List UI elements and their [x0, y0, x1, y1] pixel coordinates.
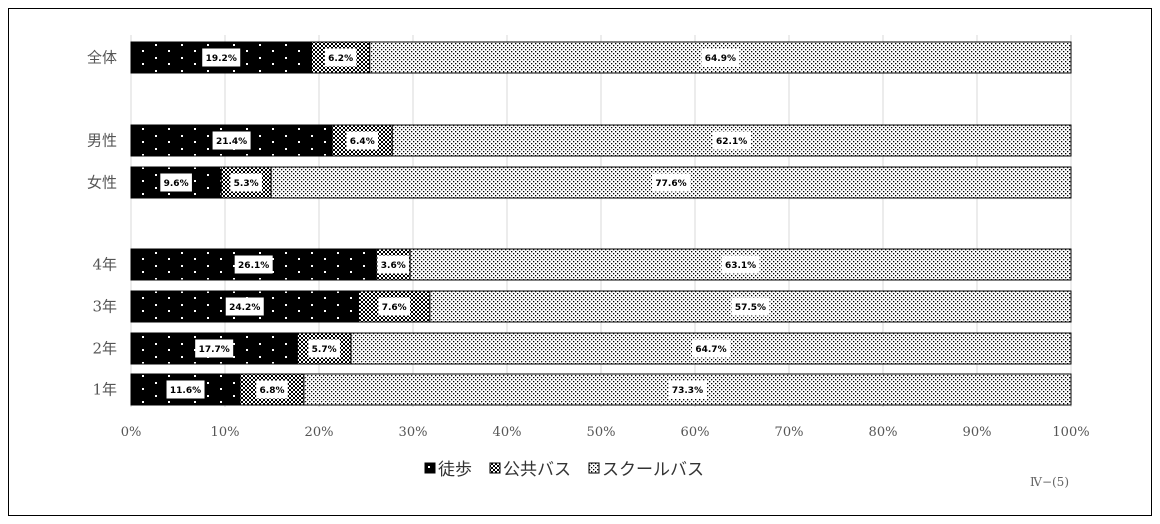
data-label-box — [234, 255, 273, 274]
x-tick-label: 40% — [493, 425, 522, 440]
x-axis-ticks: 0% 10% 20% 30% 40% 50% 60% 70% 80% 90% 100% — [121, 425, 1090, 440]
data-label-box — [160, 173, 192, 192]
data-label-text: 5.3% — [234, 179, 259, 189]
data-label: 5.7% — [308, 339, 340, 358]
data-label: 57.5% — [731, 297, 770, 316]
data-label-box — [712, 131, 751, 150]
data-label-box — [691, 339, 730, 358]
data-labels: 19.2% 6.2% 64.9% 21.4% 6.4% 62.1% 9.6% 5.3% 77.6… — [160, 48, 770, 399]
data-label-box — [346, 131, 379, 150]
legend-swatch — [588, 462, 600, 474]
data-label-text: 24.2% — [229, 303, 260, 313]
x-tick-label: 50% — [587, 425, 616, 440]
figure-id: Ⅳ−(5) — [1030, 475, 1069, 489]
data-label-text: 6.2% — [328, 54, 353, 64]
chart-frame: 19.2% 6.2% 64.9% 21.4% 6.4% 62.1% 9.6% 5.3% 77.6… — [8, 8, 1152, 516]
legend-swatch — [489, 462, 501, 474]
data-label: 19.2% — [202, 48, 241, 67]
category-label: 全体 — [87, 49, 117, 67]
data-label: 73.3% — [668, 380, 707, 399]
category-label: 3年 — [92, 298, 117, 316]
data-label-text: 5.7% — [312, 345, 337, 355]
data-label: 62.1% — [712, 131, 751, 150]
data-label-text: 6.4% — [350, 137, 375, 147]
data-label-box — [308, 339, 340, 358]
data-label-text: 64.9% — [705, 54, 736, 64]
data-label-box — [166, 380, 205, 399]
data-label-box — [377, 255, 410, 274]
data-label-box — [212, 131, 251, 150]
data-label: 17.7% — [195, 339, 234, 358]
x-tick-label: 30% — [399, 425, 428, 440]
data-label: 7.6% — [378, 297, 410, 316]
data-label-box — [668, 380, 707, 399]
data-label: 21.4% — [212, 131, 251, 150]
data-label: 64.7% — [691, 339, 730, 358]
data-label: 3.6% — [377, 255, 410, 274]
data-label: 6.8% — [256, 380, 288, 399]
x-tick-label: 80% — [869, 425, 898, 440]
data-label-box — [256, 380, 288, 399]
data-label-text: 11.6% — [170, 386, 201, 396]
data-label-text: 63.1% — [725, 261, 756, 271]
stacked-bar-chart: 19.2% 6.2% 64.9% 21.4% 6.4% 62.1% 9.6% 5.3% 77.6… — [87, 35, 1090, 489]
x-tick-label: 70% — [775, 425, 804, 440]
data-label-text: 6.8% — [260, 386, 285, 396]
data-label-text: 77.6% — [655, 179, 686, 189]
data-label-text: 62.1% — [716, 137, 747, 147]
data-label: 9.6% — [160, 173, 192, 192]
data-label: 26.1% — [234, 255, 273, 274]
data-label-text: 73.3% — [672, 386, 703, 396]
category-label: 2年 — [92, 340, 117, 358]
data-label: 11.6% — [166, 380, 205, 399]
data-label-text: 9.6% — [164, 179, 189, 189]
data-label-box — [230, 173, 262, 192]
data-label-text: 17.7% — [199, 345, 230, 355]
category-label: 男性 — [87, 132, 117, 150]
bar-segment-1 — [130, 166, 222, 199]
data-label: 5.3% — [230, 173, 262, 192]
data-label-text: 19.2% — [206, 54, 237, 64]
data-label: 64.9% — [701, 48, 740, 67]
data-label: 24.2% — [225, 297, 264, 316]
x-tick-label: 100% — [1052, 425, 1089, 440]
data-label: 63.1% — [721, 255, 760, 274]
x-tick-label: 90% — [963, 425, 992, 440]
legend-label: スクールバス — [602, 460, 704, 480]
data-label-box — [225, 297, 264, 316]
data-label-box — [202, 48, 241, 67]
data-label: 6.4% — [346, 131, 379, 150]
data-label-box — [195, 339, 234, 358]
x-tick-label: 10% — [211, 425, 240, 440]
data-label-text: 26.1% — [238, 261, 269, 271]
legend-label: 徒歩 — [438, 460, 472, 480]
category-label: 女性 — [87, 174, 117, 192]
x-tick-label: 20% — [305, 425, 334, 440]
data-label-text: 7.6% — [382, 303, 407, 313]
data-label-box — [324, 48, 357, 67]
data-label-text: 57.5% — [735, 303, 766, 313]
data-label-box — [378, 297, 410, 316]
data-label-text: 21.4% — [216, 137, 247, 147]
data-label-text: 64.7% — [695, 345, 726, 355]
bar-segment-3 — [391, 124, 1072, 157]
data-label-box — [731, 297, 770, 316]
data-label-text: 3.6% — [381, 261, 406, 271]
x-tick-label: 60% — [681, 425, 710, 440]
data-label-box — [701, 48, 740, 67]
data-label-box — [652, 173, 691, 192]
data-label: 77.6% — [652, 173, 691, 192]
category-label: 1年 — [92, 381, 117, 399]
data-label-box — [721, 255, 760, 274]
x-tick-label: 0% — [121, 425, 142, 440]
legend-swatch — [424, 462, 436, 474]
legend: 徒歩 公共バス スクールバス — [424, 460, 704, 480]
category-label: 4年 — [92, 256, 117, 274]
legend-label: 公共バス — [503, 460, 571, 480]
data-label: 6.2% — [324, 48, 357, 67]
